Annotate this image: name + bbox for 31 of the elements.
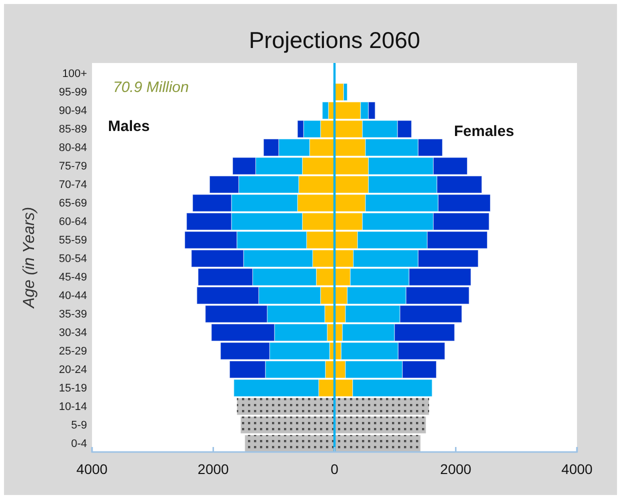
x-tick-label: 4000 bbox=[561, 461, 593, 477]
y-tick-label: 75-79 bbox=[58, 160, 87, 173]
annotation: 70.9 Million bbox=[113, 79, 189, 96]
y-tick-label: 45-49 bbox=[58, 272, 87, 284]
y-tick-label: 15-19 bbox=[58, 382, 87, 395]
y-tick-label: 60-64 bbox=[58, 216, 87, 228]
annotation: Females bbox=[454, 123, 514, 140]
y-tick-label: 70-74 bbox=[58, 179, 87, 192]
x-tick-label: 2000 bbox=[440, 461, 472, 477]
y-tick-label: 55-59 bbox=[58, 234, 87, 247]
y-tick-label: 35-39 bbox=[58, 308, 87, 321]
y-tick-label: 80-84 bbox=[58, 142, 87, 154]
y-tick-label: 5-9 bbox=[71, 420, 87, 432]
x-tick-label: 2000 bbox=[198, 461, 230, 477]
y-tick-label: 40-44 bbox=[58, 290, 87, 302]
x-tick-label: 4000 bbox=[76, 461, 108, 477]
annotation: Males bbox=[108, 118, 150, 135]
y-tick-label: 10-14 bbox=[58, 401, 87, 414]
y-tick-label: 30-34 bbox=[58, 327, 87, 340]
x-tick-label: 0 bbox=[330, 461, 339, 477]
chart-title: Projections 2060 bbox=[248, 27, 420, 53]
y-axis-title: Age (in Years) bbox=[21, 206, 38, 310]
y-tick-label: 65-69 bbox=[58, 198, 87, 210]
y-tick-label: 50-54 bbox=[58, 253, 87, 266]
y-tick-label: 25-29 bbox=[58, 346, 87, 358]
y-tick-label: 0-4 bbox=[71, 438, 87, 450]
y-tick-label: 100+ bbox=[62, 68, 87, 80]
y-tick-label: 85-89 bbox=[58, 124, 87, 136]
y-tick-label: 20-24 bbox=[58, 364, 87, 376]
y-tick-label: 95-99 bbox=[58, 86, 87, 99]
y-tick-label: 90-94 bbox=[58, 105, 87, 118]
